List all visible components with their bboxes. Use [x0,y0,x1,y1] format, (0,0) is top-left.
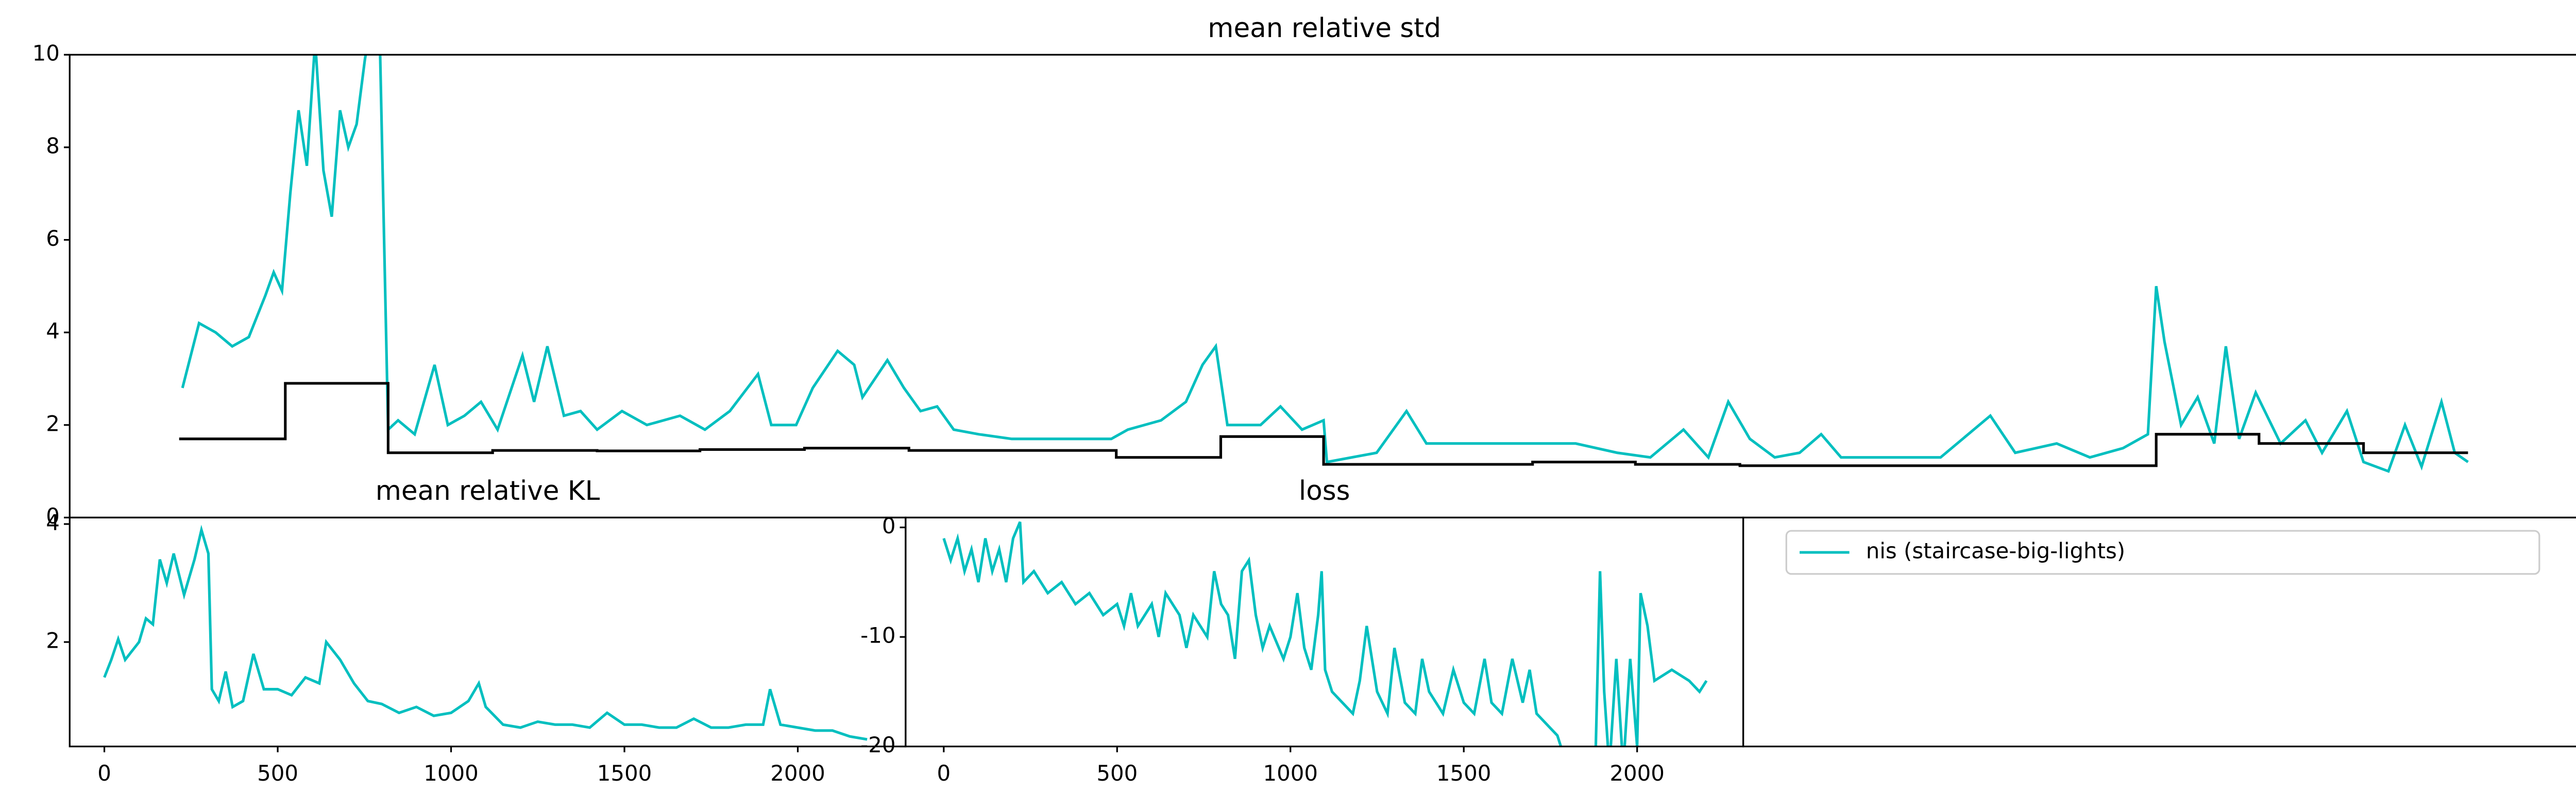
series-line [942,521,1708,747]
x-tick-label: 500 [257,761,298,786]
y-tick-label: 4 [46,318,60,344]
y-tick-label: 10 [32,41,60,66]
plot-area [179,55,2469,473]
chart-title: mean relative std [1208,13,1441,44]
y-tick-label: 0 [46,503,60,529]
y-tick-label: 6 [46,226,60,251]
x-tick-label: 2000 [1609,761,1665,786]
y-tick-label: 0 [882,513,896,538]
x-tick-label: 1000 [423,761,479,786]
x-tick-label: 1500 [597,761,652,786]
y-tick-label: 8 [46,133,60,158]
chart-title: mean relative KL [376,476,600,507]
legend-box [1785,530,2540,575]
x-tick-label: 1500 [1436,761,1492,786]
y-tick-label: 2 [46,628,60,653]
x-tick-label: 2000 [770,761,825,786]
legend-label: nis (staircase-big-lights) [1866,538,2125,564]
series-line [103,525,868,741]
y-tick-label: 4 [46,510,60,535]
y-tick-label: -20 [860,732,895,757]
x-tick-label: 0 [937,761,951,786]
plot-area [942,521,1708,747]
axes-frame [1742,516,2576,748]
y-tick-label: -10 [860,623,895,648]
series-line [179,382,2468,467]
y-tick-label: 2 [46,411,60,436]
plot-area [103,525,868,741]
x-tick-label: 500 [1096,761,1138,786]
x-tick-label: 0 [97,761,111,786]
chart-title: loss [1299,476,1350,507]
x-tick-label: 1000 [1263,761,1318,786]
series-line [181,55,2469,473]
